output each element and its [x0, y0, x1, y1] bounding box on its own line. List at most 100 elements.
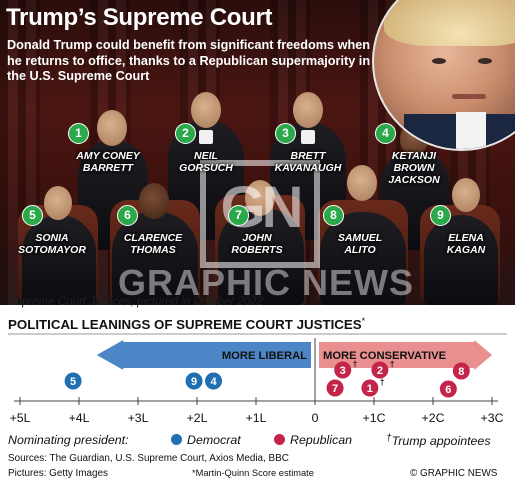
justice-name-line: KAGAN — [446, 244, 486, 256]
justice-name: JOHN ROBERTS — [231, 232, 282, 256]
trump-appointee-marker: † — [390, 360, 395, 370]
justice-point — [439, 380, 457, 398]
justice-name-line: BRETT — [290, 150, 326, 162]
justice-name: NEIL GORSUCH — [179, 150, 233, 174]
justice-point — [452, 362, 470, 380]
copyright: © GRAPHIC NEWS — [410, 468, 498, 479]
justice-name-line: AMY CONEY — [76, 150, 140, 162]
justice-badge: 2 — [175, 123, 196, 144]
justice-face — [452, 178, 480, 212]
justice-name-line: KAVANAUGH — [274, 162, 342, 174]
justice-name-line: JACKSON — [388, 174, 440, 186]
justice-point-label: 9 — [191, 376, 197, 388]
legend-republican: Republican — [274, 433, 352, 447]
justice-name: SAMUEL ALITO — [338, 232, 382, 256]
justice-point — [185, 372, 203, 390]
justice-figure — [112, 212, 198, 305]
justice-collar — [199, 130, 213, 144]
sources: Sources: The Guardian, U.S. Supreme Cour… — [8, 453, 289, 464]
justice-name-line: SONIA — [35, 232, 69, 244]
justice-name-line: BARRETT — [82, 162, 134, 174]
legend-trump: †Trump appointees — [386, 433, 491, 448]
justice-badge: 6 — [117, 205, 138, 226]
justice-badge: 7 — [228, 205, 249, 226]
justice-name: CLARENCE THOMAS — [124, 232, 182, 256]
legend-title: Nominating president: — [8, 433, 129, 447]
legend-democrat-label: Democrat — [187, 433, 241, 447]
trump-appointee-marker: † — [380, 378, 385, 388]
legend-dagger: † — [386, 433, 392, 444]
justice-point — [205, 372, 223, 390]
justice-figure — [22, 215, 96, 305]
legend-democrat-dot — [171, 434, 182, 445]
justice-point-label: 5 — [70, 376, 76, 388]
chart-title-marker: * — [361, 316, 366, 326]
justice-point — [334, 361, 352, 379]
justice-badge: 3 — [275, 123, 296, 144]
direction-arrows: MORE LIBERAL MORE CONSERVATIVE — [96, 340, 492, 370]
chart-title: POLITICAL LEANINGS OF SUPREME COURT JUST… — [8, 316, 365, 332]
justice-face — [293, 92, 323, 128]
page-title: Trump’s Supreme Court — [6, 4, 273, 31]
chart-title-text: POLITICAL LEANINGS OF SUPREME COURT JUST… — [8, 317, 362, 332]
more-liberal-label: MORE LIBERAL — [222, 350, 307, 362]
page-subtitle: Donald Trump could benefit from signific… — [7, 38, 371, 83]
data-points: 5 9 43 †72 †1 †86 — [64, 360, 470, 398]
justice-name: SONIA SOTOMAYOR — [18, 232, 86, 256]
legend-republican-label: Republican — [290, 433, 352, 447]
justice-name-line: ROBERTS — [231, 244, 283, 256]
justice-point-label: 1 — [367, 383, 373, 395]
justice-face — [97, 110, 127, 146]
justice-badge: 1 — [68, 123, 89, 144]
x-tick-label: +2C — [422, 411, 445, 425]
x-tick-label: 0 — [312, 411, 319, 425]
portrait-shirt — [456, 112, 486, 149]
justice-face — [347, 165, 377, 201]
justice-name-line: ALITO — [344, 244, 376, 256]
portrait-eye — [478, 58, 492, 64]
justice-point-label: 2 — [377, 365, 383, 377]
justice-point — [371, 361, 389, 379]
justice-badge: 8 — [323, 205, 344, 226]
leanings-chart: MORE LIBERAL MORE CONSERVATIVE +5L +4L +3L +… — [8, 333, 507, 425]
justices-photo: GN GRAPHIC NEWS Trump’s Supreme Court Do… — [0, 0, 515, 305]
justice-name-line: JOHN — [242, 232, 272, 244]
justice-point-label: 3 — [340, 365, 346, 377]
justice-face — [44, 186, 72, 220]
justice-name: BRETT KAVANAUGH — [275, 150, 342, 174]
legend-republican-dot — [274, 434, 285, 445]
justice-name: AMY CONEY BARRETT — [76, 150, 139, 174]
x-tick-label: +5L — [10, 411, 31, 425]
justice-name-line: GORSUCH — [179, 162, 233, 174]
photo-caption: Supreme Court Justices, pictured in Octo… — [8, 296, 264, 308]
trump-appointee-marker: † — [353, 360, 358, 370]
x-axis: +5L +4L +3L +2L +1L 0 +1C +2C +3C — [10, 338, 504, 425]
justice-name-line: KETANJI — [391, 150, 437, 162]
liberal-arrow — [96, 340, 311, 370]
justice-point-label: 7 — [332, 383, 338, 395]
justice-point — [326, 379, 344, 397]
conservative-arrow — [319, 340, 492, 370]
justice-name-line: SOTOMAYOR — [18, 244, 86, 256]
justice-point — [64, 372, 82, 390]
legend-democrat: Democrat — [171, 433, 241, 447]
justice-name-line: ELENA — [448, 232, 484, 244]
portrait-eye — [432, 58, 446, 64]
justice-face — [191, 92, 221, 128]
justice-badge: 5 — [22, 205, 43, 226]
legend-trump-label: Trump appointees — [391, 434, 491, 448]
x-tick-label: +3L — [128, 411, 149, 425]
watermark-text: GRAPHIC NEWS — [118, 262, 415, 303]
justice-point-label: 6 — [445, 384, 451, 396]
x-tick-label: +1C — [363, 411, 386, 425]
justice-badge: 9 — [430, 205, 451, 226]
justice-point — [361, 379, 379, 397]
justice-face — [245, 180, 275, 216]
justice-point-label: 4 — [210, 376, 217, 388]
footnote: *Martin-Quinn Score estimate — [192, 468, 314, 478]
justice-name-line: SAMUEL — [337, 232, 383, 244]
justice-name-line: THOMAS — [130, 244, 176, 256]
portrait-mouth — [452, 94, 486, 99]
justice-name: ELENA KAGAN — [447, 232, 486, 256]
